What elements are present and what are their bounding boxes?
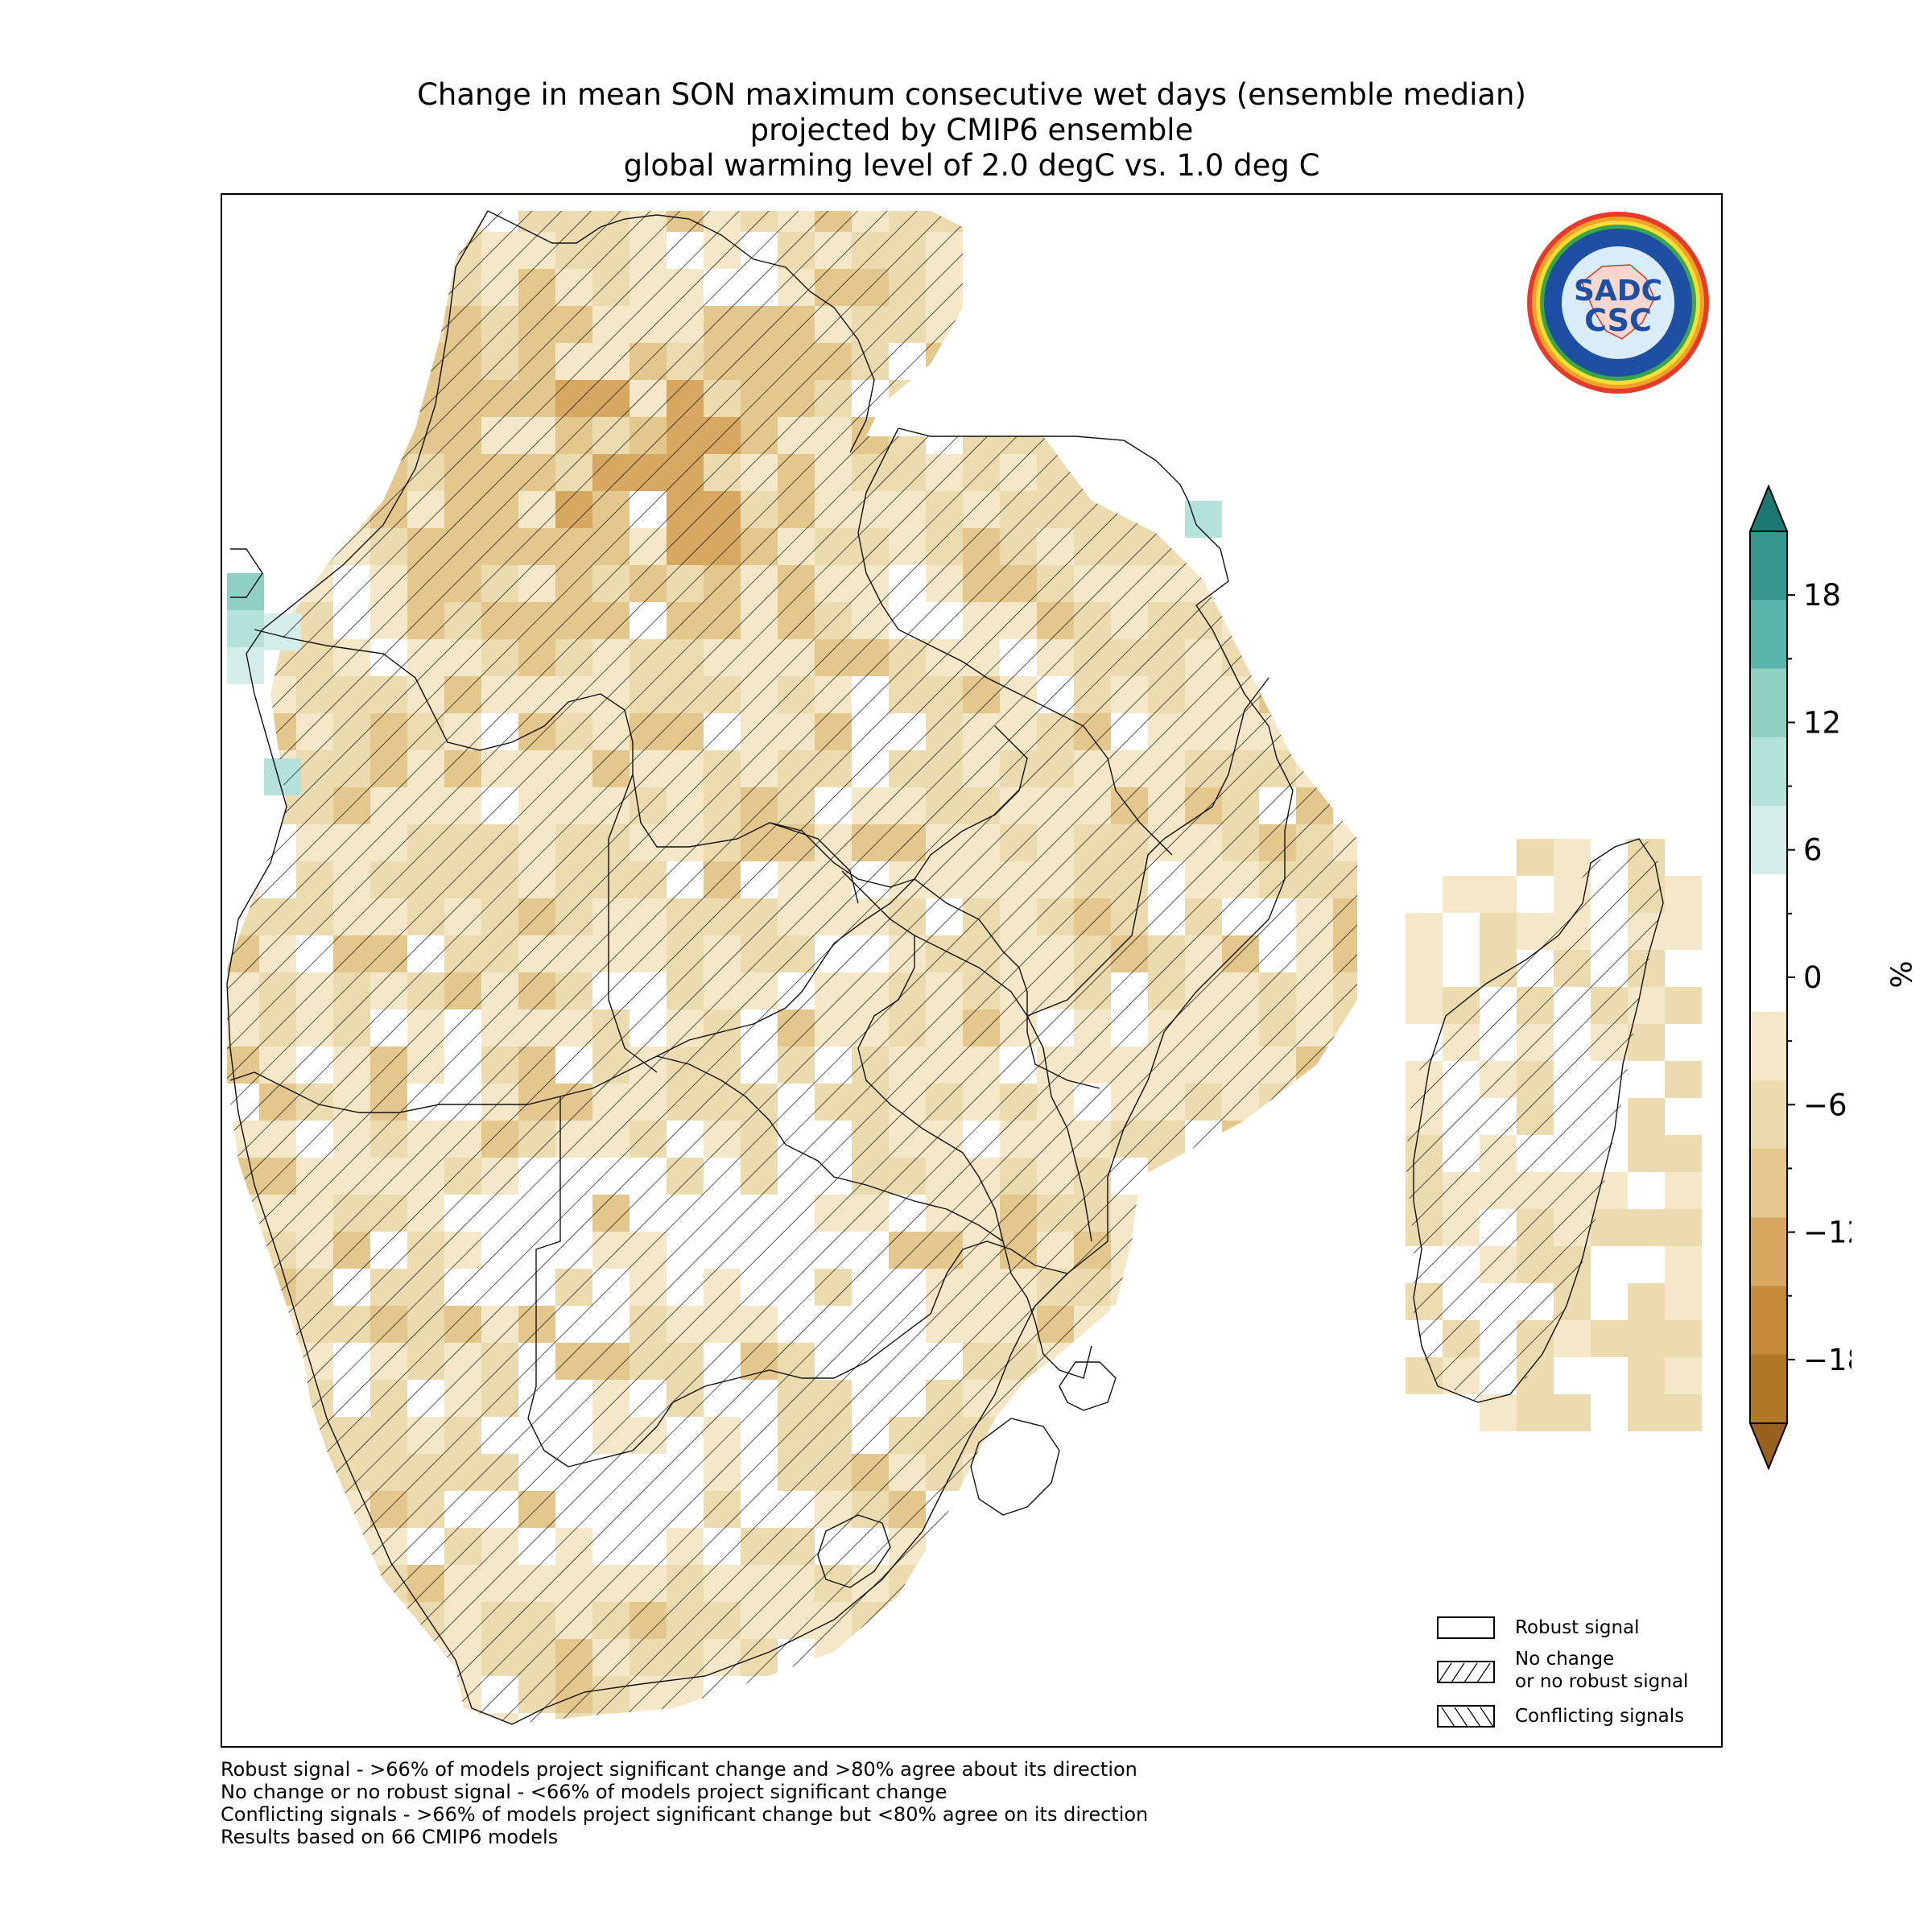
colorbar-extend-max: [1748, 484, 1789, 532]
legend-swatch-robust: [1437, 1616, 1495, 1639]
legend-swatch-conflicting: [1437, 1705, 1495, 1728]
colorbar-bin: [1750, 805, 1787, 875]
country-borders: [226, 210, 1664, 1725]
footnote-robust: Robust signal - >66% of models project s…: [221, 1758, 1137, 1781]
colorbar-tick-label: 0: [1803, 960, 1823, 995]
colorbar-ticks: 18 12 6 0 −6 −12 −18: [1787, 578, 1852, 1377]
colorbar-bin: [1750, 1080, 1787, 1150]
no-robust-signal-hatching: [227, 211, 1663, 1724]
colorbar-extend-min: [1748, 1422, 1789, 1471]
legend-item-conflicting: Conflicting signals: [1437, 1705, 1711, 1731]
colorbar: 18 12 6 0 −6 −12 −18: [1748, 484, 1852, 1471]
title-line-3: global warming level of 2.0 degC vs. 1.0…: [623, 148, 1320, 183]
colorbar-tick-label: −6: [1803, 1088, 1847, 1122]
colorbar-tick-label: 18: [1803, 578, 1841, 613]
colorbar-bin: [1750, 874, 1787, 943]
colorbar-bin: [1750, 531, 1787, 601]
colorbar-bin: [1750, 1149, 1787, 1218]
logo-text-bottom: CSC: [1584, 303, 1652, 338]
map-panel: SADC CSC: [221, 193, 1723, 1748]
sadc-csc-logo: SADC CSC: [1527, 212, 1709, 394]
signal-legend: Robust signal No change or no robust sig…: [1437, 1616, 1711, 1741]
title-line-2: projected by CMIP6 ensemble: [749, 113, 1194, 147]
legend-item-robust: Robust signal: [1437, 1616, 1711, 1642]
colorbar-blocks: [1748, 484, 1789, 1471]
colorbar-bin: [1750, 737, 1787, 807]
colorbar-tick-label: −12: [1803, 1216, 1852, 1250]
colorbar-bin: [1750, 668, 1787, 738]
map-canvas: [226, 210, 1702, 1725]
colorbar-bin: [1750, 1011, 1787, 1081]
colorbar-tick-label: 12: [1803, 705, 1841, 740]
legend-item-no-change: No change or no robust signal: [1437, 1649, 1711, 1692]
colorbar-unit-label: %: [1885, 960, 1919, 989]
legend-label-no-change: No change or no robust signal: [1515, 1649, 1689, 1692]
logo-text-top: SADC: [1574, 275, 1662, 308]
footnote-model-count: Results based on 66 CMIP6 models: [221, 1826, 559, 1848]
legend-label-conflicting: Conflicting signals: [1515, 1706, 1685, 1727]
footnote-no-change: No change or no robust signal - <66% of …: [221, 1781, 947, 1803]
map-title: Change in mean SON maximum consecutive w…: [221, 77, 1723, 184]
footnote-conflicting: Conflicting signals - >66% of models pro…: [221, 1803, 1149, 1826]
colorbar-bin: [1750, 600, 1787, 669]
colorbar-bin: [1750, 1286, 1787, 1356]
colorbar-bin: [1750, 943, 1787, 1013]
legend-label-robust: Robust signal: [1515, 1617, 1640, 1638]
legend-swatch-no-change: [1437, 1661, 1495, 1683]
colorbar-bin: [1750, 1217, 1787, 1287]
colorbar-tick-label: −18: [1803, 1343, 1852, 1377]
title-line-1: Change in mean SON maximum consecutive w…: [417, 77, 1526, 112]
colorbar-tick-label: 6: [1803, 833, 1823, 868]
colorbar-bin: [1750, 1354, 1787, 1424]
footnotes: Robust signal - >66% of models project s…: [221, 1758, 1148, 1848]
